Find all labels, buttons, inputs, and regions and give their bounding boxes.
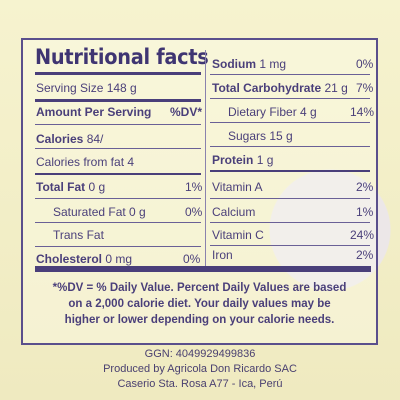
amount-per-serving: Amount Per Serving	[36, 105, 152, 119]
protein-row: Protein 1 g	[212, 153, 273, 167]
sodium-amount: 1 mg	[259, 57, 287, 71]
vitamin-c-label: Vitamin C	[212, 228, 264, 242]
fiber-label: Dietary Fiber 4 g	[228, 105, 317, 119]
saturated-fat-label: Saturated Fat 0 g	[53, 205, 146, 219]
sugars-label: Sugars 15 g	[228, 129, 293, 143]
calories-from-fat: Calories from fat 4	[36, 155, 135, 169]
divider	[35, 246, 201, 247]
iron-label: Iron	[212, 248, 233, 262]
divider	[210, 146, 370, 147]
serving-rule	[35, 99, 201, 102]
total-carb-dv: 7%	[356, 81, 374, 95]
dv-header: %DV*	[170, 105, 203, 119]
sodium-label: Sodium	[212, 57, 256, 71]
divider	[210, 122, 370, 123]
cholesterol-amount: 0 mg	[105, 252, 133, 266]
divider	[210, 198, 370, 199]
divider	[210, 170, 370, 172]
cholesterol-label: Cholesterol	[36, 252, 103, 266]
divider	[35, 173, 201, 175]
total-carb-label: Total Carbohydrate	[212, 81, 322, 95]
divider	[210, 222, 370, 223]
cholesterol-dv: 0%	[183, 252, 201, 266]
trans-fat-label: Trans Fat	[53, 228, 104, 242]
iron-dv: 2%	[356, 248, 374, 262]
divider	[35, 124, 201, 125]
sodium-row: Sodium 1 mg	[212, 57, 286, 71]
footnote-rule	[35, 266, 371, 272]
calories-label: Calories	[36, 132, 84, 146]
vitamin-a-dv: 2%	[356, 180, 374, 194]
total-carb-amount: 21 g	[324, 81, 348, 95]
sodium-dv: 0%	[356, 57, 374, 71]
calcium-dv: 1%	[356, 205, 374, 219]
producer-line: Produced by Agricola Don Ricardo SAC	[103, 363, 297, 375]
calories-value: 84/	[86, 132, 104, 146]
divider	[35, 222, 201, 223]
total-fat-row: Total Fat 0 g	[36, 180, 105, 194]
divider	[210, 74, 370, 75]
total-fat-label: Total Fat	[36, 180, 86, 194]
total-carb-row: Total Carbohydrate 21 g	[212, 81, 348, 95]
title-rule	[35, 72, 201, 75]
total-fat-dv: 1%	[185, 180, 203, 194]
nutrition-panel	[21, 38, 378, 345]
protein-amount: 1 g	[256, 153, 274, 167]
saturated-fat-dv: 0%	[185, 205, 203, 219]
dv-footnote: *%DV = % Daily Value. Percent Daily Valu…	[52, 282, 347, 326]
cholesterol-row: Cholesterol 0 mg	[36, 252, 132, 266]
divider	[210, 98, 370, 99]
serving-size: Serving Size 148 g	[36, 81, 137, 95]
divider	[35, 148, 201, 149]
protein-label: Protein	[212, 153, 254, 167]
fiber-dv: 14%	[350, 105, 375, 119]
address-line: Caserio Sta. Rosa A77 - Ica, Perú	[117, 378, 283, 390]
column-separator	[205, 50, 206, 270]
calories-row: Calories 84/	[36, 132, 103, 146]
calcium-label: Calcium	[212, 205, 256, 219]
vitamin-c-dv: 24%	[350, 228, 375, 242]
total-fat-amount: 0 g	[88, 180, 106, 194]
vitamin-a-label: Vitamin A	[212, 180, 263, 194]
panel-title: Nutritional facts	[35, 45, 209, 69]
ggn-code: GGN: 4049929499836	[144, 348, 256, 360]
divider	[35, 198, 201, 199]
divider	[210, 245, 370, 246]
